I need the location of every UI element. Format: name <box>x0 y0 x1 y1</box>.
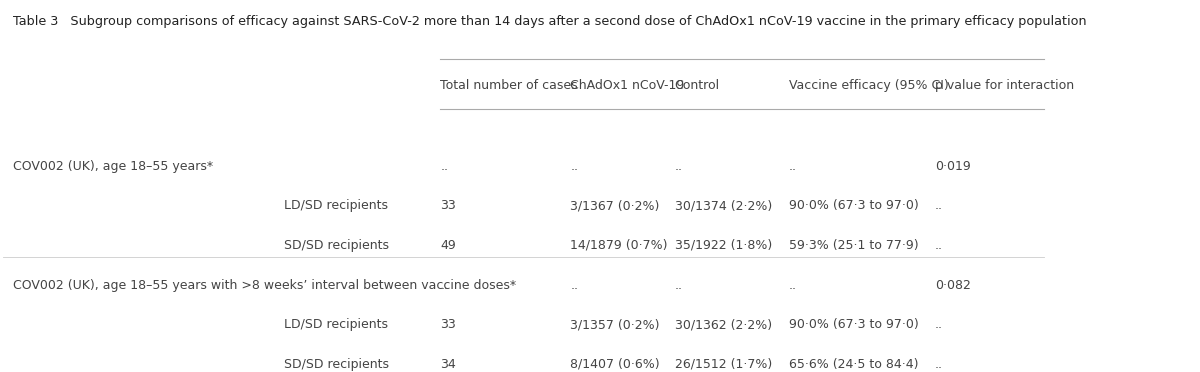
Text: ..: .. <box>790 279 797 292</box>
Text: Table 3   Subgroup comparisons of efficacy against SARS-CoV-2 more than 14 days : Table 3 Subgroup comparisons of efficacy… <box>13 15 1087 28</box>
Text: ..: .. <box>440 279 449 292</box>
Text: 0·019: 0·019 <box>935 160 971 173</box>
Text: 65·6% (24·5 to 84·4): 65·6% (24·5 to 84·4) <box>790 358 919 371</box>
Text: 34: 34 <box>440 358 456 371</box>
Text: 3/1367 (0·2%): 3/1367 (0·2%) <box>570 199 660 212</box>
Text: SD/SD recipients: SD/SD recipients <box>284 358 389 371</box>
Text: ..: .. <box>935 199 943 212</box>
Text: 49: 49 <box>440 239 456 252</box>
Text: LD/SD recipients: LD/SD recipients <box>284 199 388 212</box>
Text: ..: .. <box>440 160 449 173</box>
Text: ..: .. <box>570 279 578 292</box>
Text: COV002 (UK), age 18–55 years with >8 weeks’ interval between vaccine doses*: COV002 (UK), age 18–55 years with >8 wee… <box>13 279 516 292</box>
Text: Vaccine efficacy (95% CI): Vaccine efficacy (95% CI) <box>790 78 949 92</box>
Text: Control: Control <box>674 78 720 92</box>
Text: 30/1374 (2·2%): 30/1374 (2·2%) <box>674 199 772 212</box>
Text: ..: .. <box>935 318 943 331</box>
Text: 26/1512 (1·7%): 26/1512 (1·7%) <box>674 358 772 371</box>
Text: ..: .. <box>790 160 797 173</box>
Text: ..: .. <box>935 239 943 252</box>
Text: ChAdOx1 nCoV-19: ChAdOx1 nCoV-19 <box>570 78 685 92</box>
Text: 30/1362 (2·2%): 30/1362 (2·2%) <box>674 318 772 331</box>
Text: SD/SD recipients: SD/SD recipients <box>284 239 389 252</box>
Text: ..: .. <box>570 160 578 173</box>
Text: 90·0% (67·3 to 97·0): 90·0% (67·3 to 97·0) <box>790 199 919 212</box>
Text: COV002 (UK), age 18–55 years*: COV002 (UK), age 18–55 years* <box>13 160 214 173</box>
Text: ..: .. <box>674 160 683 173</box>
Text: 0·082: 0·082 <box>935 279 971 292</box>
Text: 90·0% (67·3 to 97·0): 90·0% (67·3 to 97·0) <box>790 318 919 331</box>
Text: ..: .. <box>935 358 943 371</box>
Text: ..: .. <box>674 279 683 292</box>
Text: 35/1922 (1·8%): 35/1922 (1·8%) <box>674 239 772 252</box>
Text: 59·3% (25·1 to 77·9): 59·3% (25·1 to 77·9) <box>790 239 919 252</box>
Text: LD/SD recipients: LD/SD recipients <box>284 318 388 331</box>
Text: Total number of cases: Total number of cases <box>440 78 578 92</box>
Text: 33: 33 <box>440 318 456 331</box>
Text: p value for interaction: p value for interaction <box>935 78 1074 92</box>
Text: 33: 33 <box>440 199 456 212</box>
Text: 8/1407 (0·6%): 8/1407 (0·6%) <box>570 358 660 371</box>
Text: 3/1357 (0·2%): 3/1357 (0·2%) <box>570 318 660 331</box>
Text: 14/1879 (0·7%): 14/1879 (0·7%) <box>570 239 668 252</box>
